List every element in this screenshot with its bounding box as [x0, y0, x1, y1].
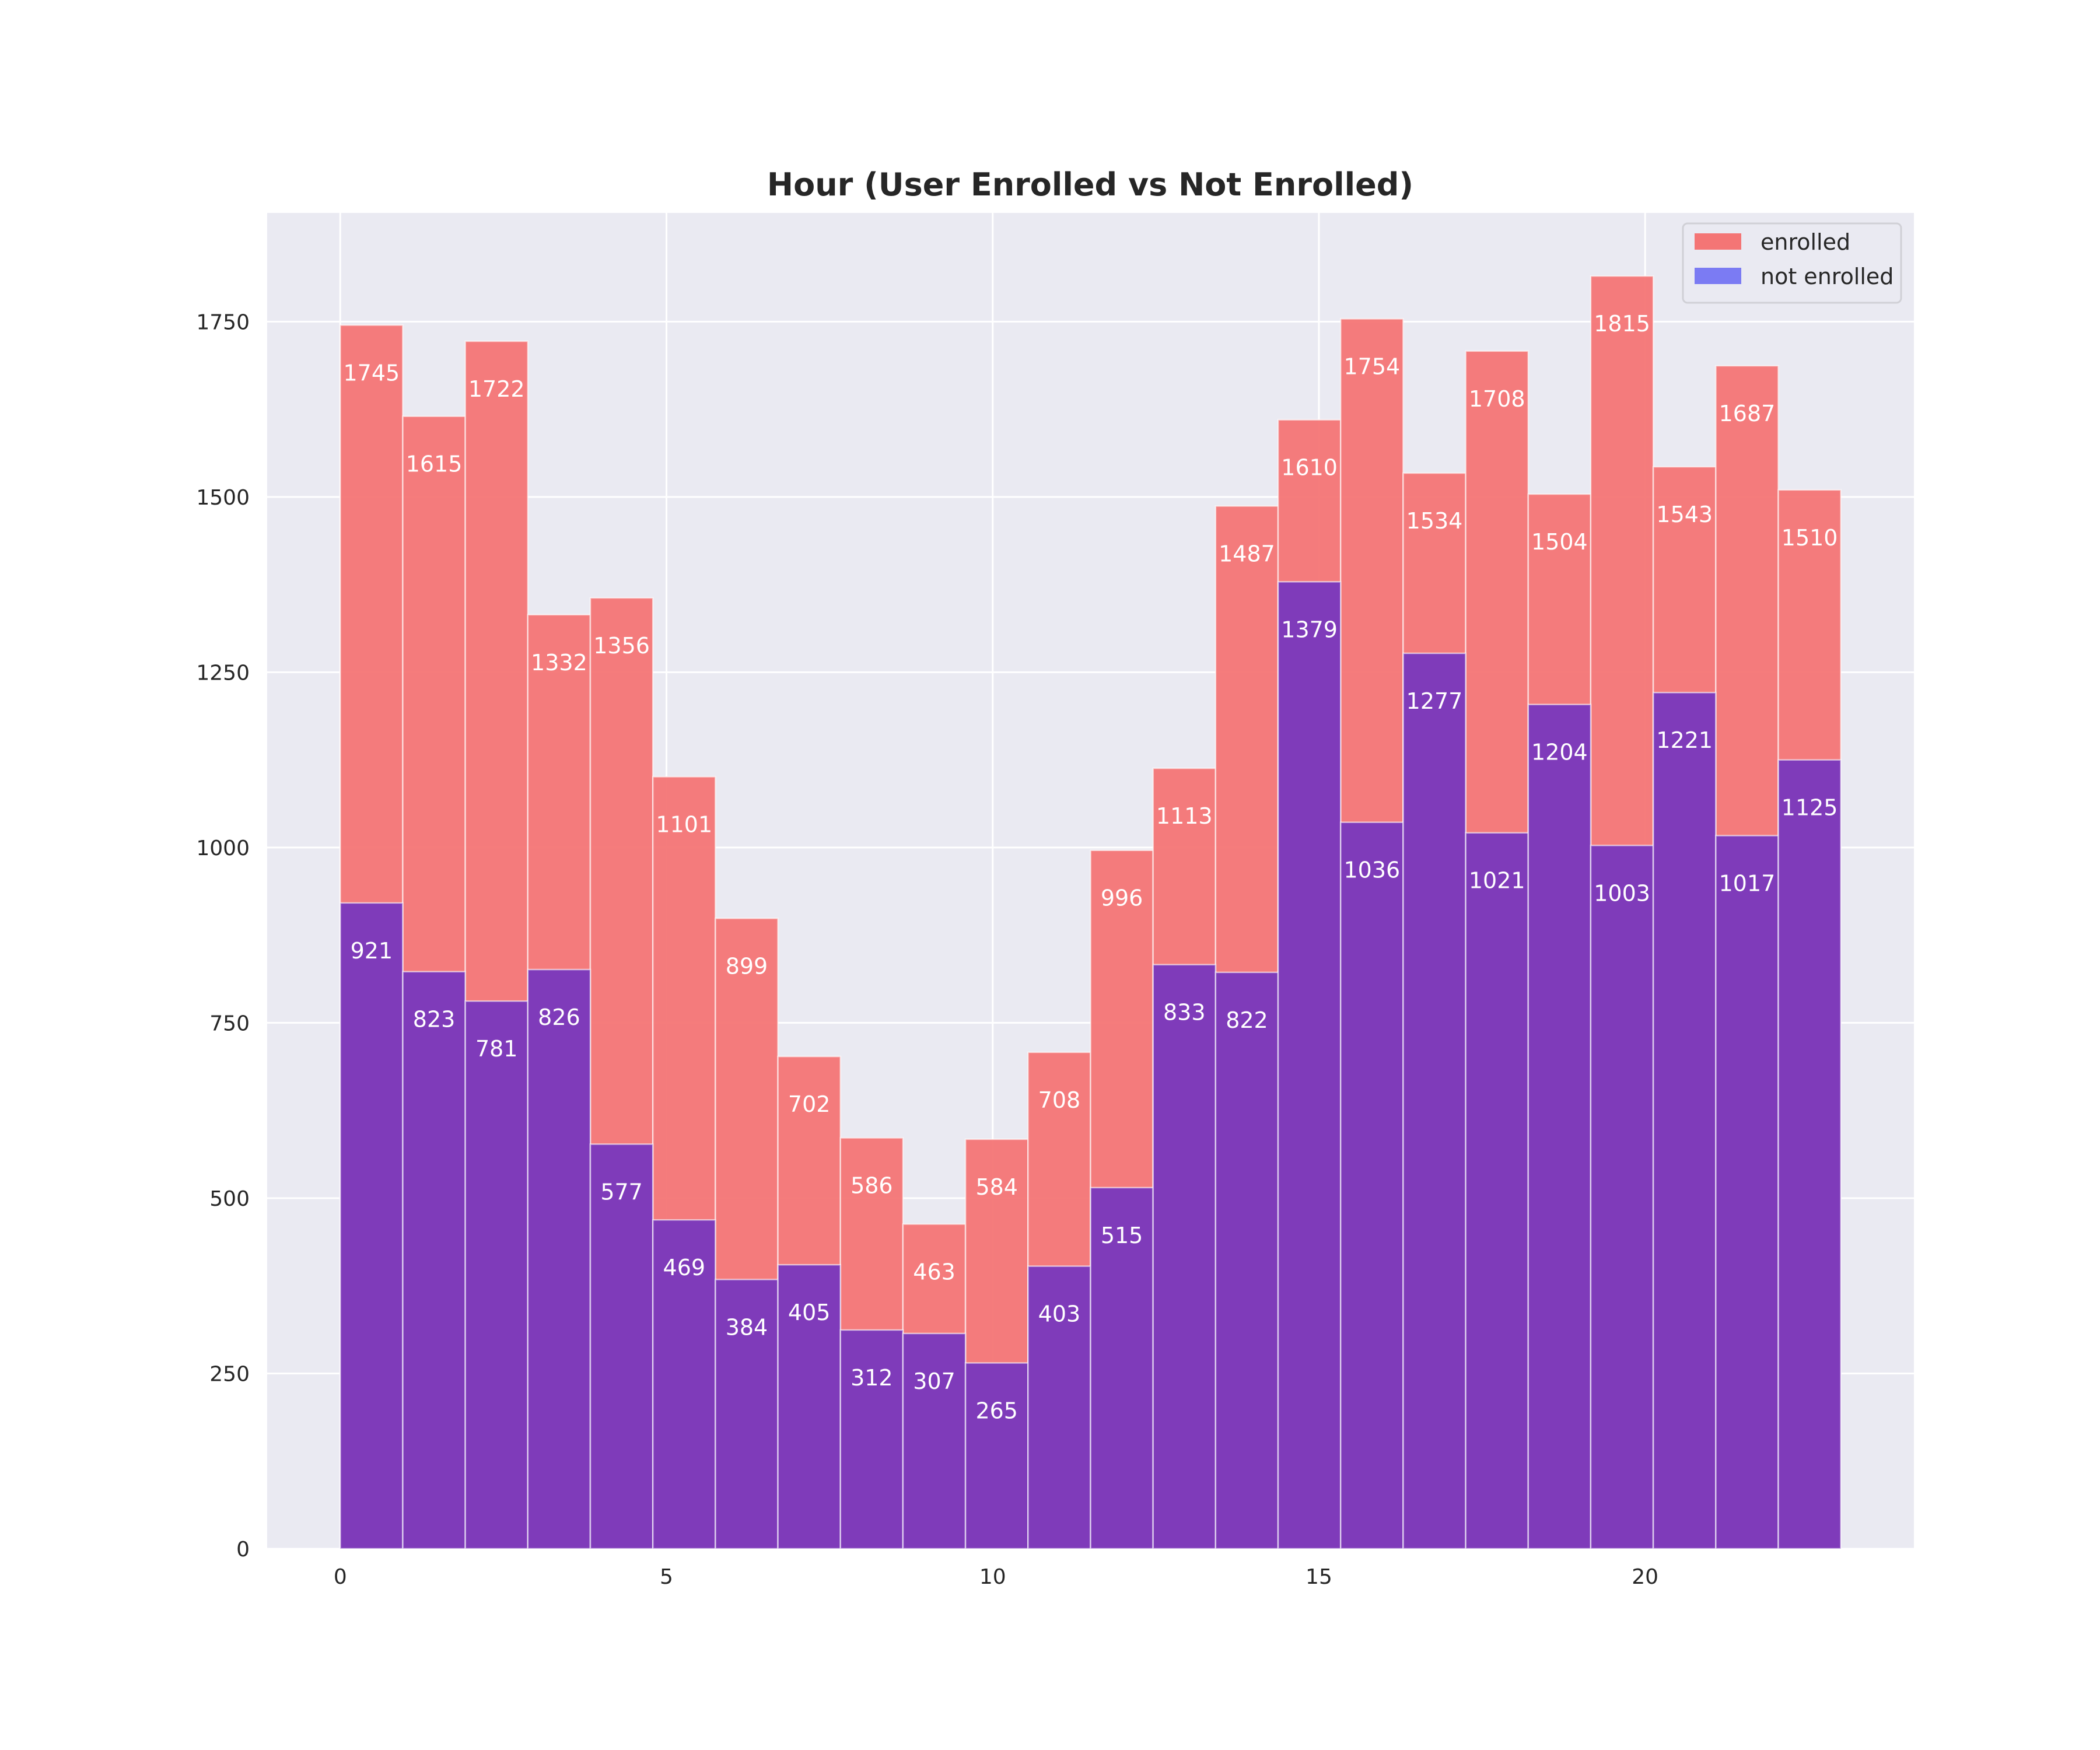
- data-label-enrolled: 586: [850, 1173, 893, 1199]
- data-label-not-enrolled: 515: [1101, 1223, 1143, 1248]
- data-label-not-enrolled: 384: [726, 1314, 768, 1340]
- bar-not-enrolled: [1527, 704, 1592, 1550]
- y-tick-label: 750: [209, 1012, 250, 1035]
- data-label-not-enrolled: 1021: [1469, 868, 1525, 894]
- data-label-enrolled: 1534: [1406, 508, 1463, 534]
- x-tick-label: 20: [1632, 1565, 1658, 1589]
- legend-label-enrolled: enrolled: [1760, 229, 1850, 255]
- data-label-not-enrolled: 823: [413, 1007, 456, 1032]
- y-axis-ticks: 0 250 500 750 1000 1250 1500 1750: [196, 310, 250, 1562]
- data-label-enrolled: 1687: [1719, 401, 1776, 426]
- legend-swatch-enrolled: [1695, 233, 1741, 250]
- x-tick-label: 0: [334, 1565, 347, 1589]
- bar-not-enrolled: [1152, 964, 1217, 1550]
- y-tick-label: 1750: [196, 310, 250, 334]
- y-tick-label: 1250: [196, 661, 250, 685]
- bar-not-enrolled: [964, 1362, 1029, 1550]
- data-label-enrolled: 899: [726, 953, 768, 979]
- data-label-enrolled: 1510: [1782, 525, 1838, 551]
- data-label-not-enrolled: 921: [351, 938, 393, 964]
- data-label-enrolled: 1754: [1343, 354, 1400, 380]
- data-label-not-enrolled: 1204: [1531, 740, 1588, 765]
- legend: enrolled not enrolled: [1682, 222, 1902, 304]
- data-label-enrolled: 708: [1038, 1087, 1081, 1113]
- data-label-enrolled: 1101: [656, 811, 712, 837]
- bar-not-enrolled: [902, 1332, 967, 1550]
- bar-not-enrolled: [1339, 821, 1404, 1550]
- data-label-not-enrolled: 577: [600, 1179, 643, 1205]
- data-label-not-enrolled: 1003: [1594, 880, 1650, 906]
- data-label-not-enrolled: 1379: [1281, 617, 1338, 642]
- data-label-enrolled: 1487: [1219, 541, 1275, 566]
- bar-not-enrolled: [1777, 759, 1842, 1550]
- bar-not-enrolled: [652, 1219, 716, 1550]
- y-tick-label: 0: [236, 1538, 250, 1562]
- bar-not-enrolled: [589, 1143, 654, 1550]
- data-label-enrolled: 1708: [1469, 386, 1525, 412]
- chart-title: Hour (User Enrolled vs Not Enrolled): [767, 166, 1413, 203]
- x-axis-ticks: 0 5 10 15 20: [334, 1565, 1658, 1589]
- bars-not-enrolled: [340, 581, 1842, 1550]
- data-label-enrolled: 1332: [531, 650, 587, 676]
- data-label-not-enrolled: 781: [475, 1036, 518, 1062]
- data-label-enrolled: 1356: [593, 633, 650, 659]
- data-label-enrolled: 1504: [1531, 529, 1588, 555]
- data-label-not-enrolled: 403: [1038, 1301, 1081, 1327]
- bar-not-enrolled: [839, 1329, 904, 1550]
- bar-not-enrolled: [1590, 845, 1654, 1550]
- data-label-not-enrolled: 822: [1226, 1007, 1268, 1033]
- data-label-enrolled: 584: [975, 1174, 1018, 1200]
- bar-not-enrolled: [402, 971, 466, 1550]
- bar-not-enrolled: [1652, 691, 1717, 1550]
- data-label-not-enrolled: 826: [538, 1005, 580, 1030]
- data-label-not-enrolled: 833: [1163, 1000, 1206, 1026]
- y-tick-label: 1000: [196, 836, 250, 860]
- bar-not-enrolled: [1214, 971, 1279, 1550]
- data-label-not-enrolled: 469: [663, 1255, 706, 1280]
- bar-not-enrolled: [1715, 835, 1779, 1550]
- data-label-not-enrolled: 1017: [1719, 870, 1776, 896]
- data-label-enrolled: 1815: [1594, 311, 1650, 337]
- data-label-not-enrolled: 1221: [1656, 727, 1713, 753]
- x-tick-label: 5: [660, 1565, 673, 1589]
- data-label-not-enrolled: 265: [975, 1398, 1018, 1423]
- bar-not-enrolled: [777, 1264, 842, 1550]
- data-label-enrolled: 1113: [1156, 803, 1213, 829]
- y-tick-label: 250: [209, 1362, 250, 1386]
- bar-not-enrolled: [464, 1000, 529, 1550]
- data-label-not-enrolled: 312: [850, 1365, 893, 1391]
- bar-not-enrolled: [340, 902, 404, 1550]
- bar-not-enrolled: [1465, 832, 1530, 1550]
- data-label-enrolled: 463: [913, 1259, 956, 1284]
- data-label-not-enrolled: 307: [913, 1368, 956, 1394]
- data-label-enrolled: 1745: [344, 360, 400, 386]
- data-label-not-enrolled: 1125: [1782, 795, 1838, 821]
- labels-not-enrolled: 921 823 781 826 577 469 384 405 312 307 265 403 515 8…: [351, 617, 1838, 1423]
- data-label-enrolled: 1610: [1281, 455, 1338, 481]
- data-label-enrolled: 702: [788, 1091, 831, 1117]
- legend-swatch-not-enrolled: [1695, 268, 1741, 284]
- data-label-enrolled: 1722: [468, 376, 525, 402]
- data-label-not-enrolled: 1277: [1406, 688, 1463, 714]
- y-tick-label: 500: [209, 1187, 250, 1211]
- data-label-enrolled: 1615: [406, 452, 463, 477]
- x-tick-label: 10: [979, 1565, 1006, 1589]
- data-label-not-enrolled: 1036: [1343, 858, 1400, 883]
- bar-not-enrolled: [1277, 581, 1342, 1550]
- bar-not-enrolled: [527, 968, 592, 1550]
- y-tick-label: 1500: [196, 486, 250, 510]
- bar-not-enrolled: [1027, 1265, 1091, 1550]
- legend-label-not-enrolled: not enrolled: [1760, 264, 1894, 289]
- bar-not-enrolled: [1402, 652, 1466, 1550]
- x-tick-label: 15: [1306, 1565, 1332, 1589]
- data-label-enrolled: 996: [1101, 886, 1143, 911]
- data-label-enrolled: 1543: [1656, 502, 1713, 527]
- data-label-not-enrolled: 405: [788, 1300, 831, 1325]
